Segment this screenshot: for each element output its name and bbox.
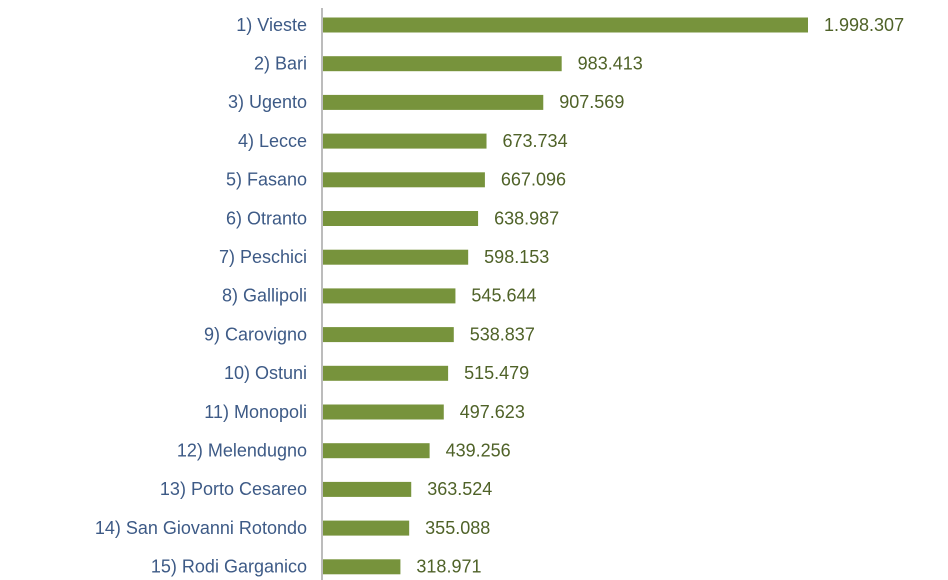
category-label: 5) Fasano	[226, 170, 307, 190]
category-label: 2) Bari	[254, 53, 307, 73]
value-label: 497.623	[460, 402, 525, 422]
bar	[323, 559, 401, 575]
bar	[323, 481, 412, 497]
value-label: 538.837	[470, 324, 535, 344]
bar	[323, 133, 487, 149]
bar	[323, 94, 544, 110]
value-label: 667.096	[501, 170, 566, 190]
value-label: 545.644	[471, 286, 536, 306]
bar	[323, 327, 454, 343]
category-label: 9) Carovigno	[204, 324, 307, 344]
value-label: 1.998.307	[824, 15, 904, 35]
category-label: 1) Vieste	[236, 15, 307, 35]
category-label: 14) San Giovanni Rotondo	[95, 518, 307, 538]
category-label: 11) Monopoli	[204, 402, 307, 422]
bar	[323, 249, 469, 265]
bar	[323, 56, 562, 72]
value-label: 598.153	[484, 247, 549, 267]
category-label: 8) Gallipoli	[222, 286, 307, 306]
bar	[323, 211, 479, 226]
bar	[323, 288, 456, 304]
bar	[323, 172, 485, 188]
value-label: 318.971	[416, 557, 481, 577]
bar	[323, 17, 808, 33]
value-label: 439.256	[446, 440, 511, 460]
value-label: 515.479	[464, 363, 529, 383]
category-label: 10) Ostuni	[224, 363, 307, 383]
value-label: 363.524	[427, 479, 492, 499]
category-label: 6) Otranto	[226, 208, 307, 228]
category-label: 13) Porto Cesareo	[160, 479, 307, 499]
category-label: 15) Rodi Garganico	[151, 557, 307, 577]
value-label: 907.569	[559, 92, 624, 112]
category-label: 4) Lecce	[238, 131, 307, 151]
value-label: 638.987	[494, 208, 559, 228]
category-label: 3) Ugento	[228, 92, 307, 112]
bar	[323, 365, 449, 381]
bar	[323, 404, 444, 420]
value-label: 673.734	[503, 131, 568, 151]
value-label: 355.088	[425, 518, 490, 538]
bar	[323, 443, 430, 459]
bar	[323, 520, 410, 536]
category-label: 7) Peschici	[219, 247, 307, 267]
category-label: 12) Melendugno	[177, 440, 307, 460]
value-label: 983.413	[578, 53, 643, 73]
